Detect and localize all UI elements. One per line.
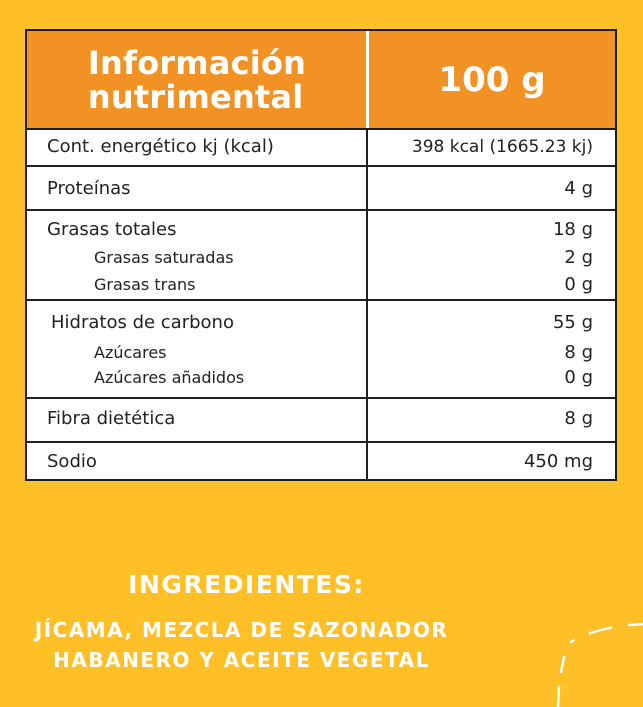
table-row-fiber: Fibra dietética 8 g xyxy=(27,399,615,443)
row-label: Proteínas xyxy=(47,178,131,199)
row-divider xyxy=(366,301,368,397)
row-sub-label: Grasas saturadas xyxy=(94,248,234,267)
row-divider xyxy=(366,167,368,209)
header-portion-cell: 100 g xyxy=(369,31,615,128)
row-sub-value: 8 g xyxy=(564,342,593,363)
row-sub-label: Azúcares xyxy=(94,343,167,362)
row-sub-label: Grasas trans xyxy=(94,275,196,294)
header-title-cell: Información nutrimental xyxy=(27,31,367,128)
table-row-sodium: Sodio 450 mg xyxy=(27,443,615,479)
row-label: Hidratos de carbono xyxy=(51,312,234,333)
nutrition-title: Información nutrimental xyxy=(88,46,306,114)
row-value: 55 g xyxy=(552,312,593,333)
row-label: Fibra dietética xyxy=(47,408,176,429)
row-label: Cont. energético kj (kcal) xyxy=(47,136,274,157)
row-divider xyxy=(366,399,368,441)
row-value: 18 g xyxy=(552,219,593,240)
ingredients-line-2: HABANERO Y ACEITE VEGETAL xyxy=(53,648,430,672)
table-row-energy: Cont. energético kj (kcal) 398 kcal (166… xyxy=(27,130,615,167)
row-sub-value: 0 g xyxy=(564,274,593,295)
decorative-dashed-curve-icon xyxy=(556,622,643,707)
table-row-carbs: Hidratos de carbono 55 g Azúcares 8 g Az… xyxy=(27,301,615,399)
row-value: 450 mg xyxy=(523,451,593,472)
title-line-2: nutrimental xyxy=(87,77,304,116)
row-sub-value: 0 g xyxy=(564,367,593,388)
row-divider xyxy=(366,211,368,299)
row-value: 4 g xyxy=(564,178,593,199)
row-divider xyxy=(366,443,368,479)
title-line-1: Información xyxy=(87,43,307,82)
ingredients-line-1: JÍCAMA, MEZCLA DE SAZONADOR xyxy=(34,618,449,642)
nutrition-header: Información nutrimental 100 g xyxy=(27,31,615,130)
row-value: 8 g xyxy=(564,408,593,429)
header-divider xyxy=(366,31,369,128)
row-sub-label: Azúcares añadidos xyxy=(94,368,245,387)
row-value: 398 kcal (1665.23 kj) xyxy=(411,137,593,157)
nutrition-table: Información nutrimental 100 g Cont. ener… xyxy=(25,29,617,481)
row-sub-value: 2 g xyxy=(564,247,593,268)
portion-size: 100 g xyxy=(438,59,546,100)
row-divider xyxy=(366,130,368,165)
row-label: Sodio xyxy=(47,451,97,472)
table-row-proteins: Proteínas 4 g xyxy=(27,167,615,211)
ingredients-title: INGREDIENTES: xyxy=(128,570,365,599)
table-row-fats: Grasas totales 18 g Grasas saturadas 2 g… xyxy=(27,211,615,301)
row-label: Grasas totales xyxy=(47,219,177,240)
